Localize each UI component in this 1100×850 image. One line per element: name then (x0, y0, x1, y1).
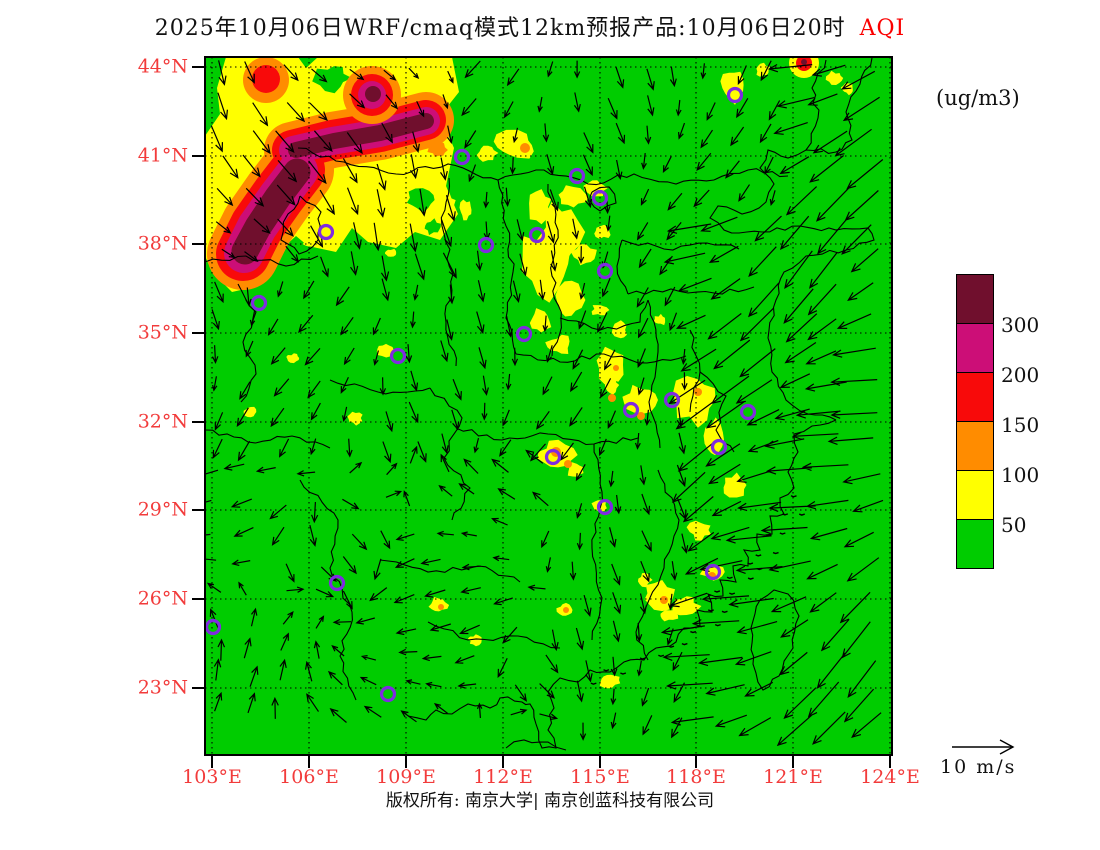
city-marker (726, 86, 744, 104)
legend-cell-2 (956, 372, 994, 422)
lon-label-106E: 106°E (279, 766, 339, 788)
legend-tick-50: 50 (1001, 513, 1027, 537)
plot-area (205, 57, 892, 755)
lon-label-121E: 121°E (763, 766, 823, 788)
legend-tick-200: 200 (1001, 363, 1040, 387)
city-marker (205, 618, 222, 636)
boundaries (205, 57, 875, 751)
city-marker (453, 148, 471, 166)
city-marker (317, 223, 335, 241)
city-marker (389, 347, 407, 365)
city-marker (379, 685, 397, 703)
legend-cell-0 (956, 274, 994, 324)
lon-label-115E: 115°E (570, 766, 630, 788)
wind-vectors (205, 60, 884, 747)
city-marker (596, 498, 614, 516)
lon-label-112E: 112°E (473, 766, 533, 788)
page-title: 2025年10月06日WRF/cmaq模式12km预报产品:10月06日20时 A… (0, 10, 1060, 42)
aqi-colorbar (956, 274, 994, 569)
graticule (205, 57, 892, 755)
lon-label-109E: 109°E (376, 766, 436, 788)
city-marker (568, 167, 586, 185)
city-marker (704, 563, 722, 581)
lat-label-29N: 29°N (137, 498, 188, 521)
lat-label-38N: 38°N (137, 232, 188, 255)
legend-cell-4 (956, 470, 994, 520)
lat-label-35N: 35°N (137, 321, 188, 344)
city-marker (477, 236, 495, 254)
legend-cell-1 (956, 323, 994, 373)
city-marker (710, 438, 728, 456)
lon-label-103E: 103°E (182, 766, 242, 788)
lat-label-41N: 41°N (137, 144, 188, 167)
city-marker (544, 448, 562, 466)
copyright-text: 版权所有: 南京大学| 南京创蓝科技有限公司 (385, 791, 715, 811)
lat-label-26N: 26°N (137, 587, 188, 610)
lat-label-32N: 32°N (137, 410, 188, 433)
legend-tick-100: 100 (1001, 463, 1040, 487)
aqi-patches (205, 57, 853, 689)
axis-ticks (192, 66, 891, 768)
units-label: (ug/m3) (936, 86, 1020, 110)
wind-scale-arrow (952, 739, 1015, 755)
city-marker (250, 294, 268, 312)
city-marker (515, 325, 533, 343)
city-marker (663, 391, 681, 409)
legend-tick-300: 300 (1001, 313, 1040, 337)
city-marker (622, 401, 640, 419)
lat-label-44N: 44°N (137, 55, 188, 78)
title-variable: AQI (859, 16, 906, 41)
city-marker (528, 226, 546, 244)
lon-label-124E: 124°E (860, 766, 920, 788)
lon-label-118E: 118°E (666, 766, 726, 788)
city-marker (328, 574, 346, 592)
legend-cell-5 (956, 519, 994, 569)
city-markers (205, 86, 757, 703)
legend-cell-3 (956, 421, 994, 471)
legend-tick-150: 150 (1001, 413, 1040, 437)
title-text: 2025年10月06日WRF/cmaq模式12km预报产品:10月06日20时 (154, 16, 846, 41)
wind-scale-label: 10 m/s (940, 756, 1017, 778)
city-marker (739, 403, 757, 421)
lat-label-23N: 23°N (137, 676, 188, 699)
city-marker (591, 189, 609, 207)
city-marker (596, 262, 614, 280)
map-frame (204, 56, 893, 756)
